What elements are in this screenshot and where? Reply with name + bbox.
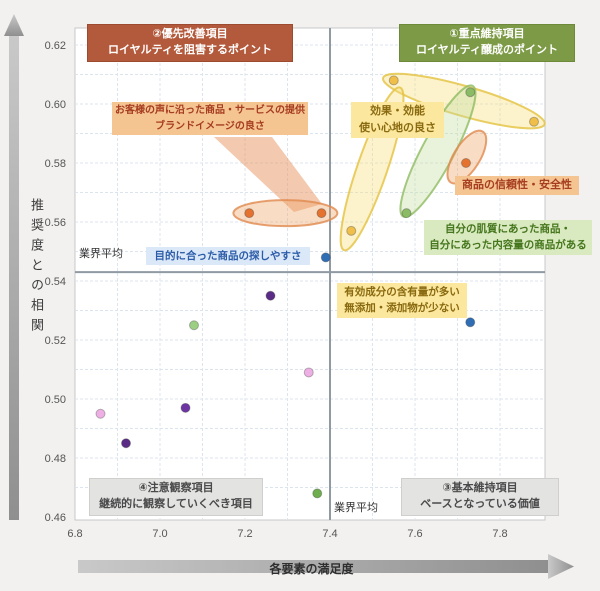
- annotation-findability: 目的に合った商品の探しやすさ: [146, 247, 310, 266]
- annotation-line: お客様の声に沿った商品・サービスの提供: [115, 105, 305, 116]
- data-point-customer_voice: [316, 208, 327, 219]
- x-tick-label: 7.6: [407, 528, 422, 540]
- y-axis-arrow-shaft: [9, 36, 19, 520]
- annotation-line: ブランドイメージの良さ: [155, 120, 265, 132]
- data-point-skin_fit: [465, 87, 476, 98]
- data-point-other: [465, 317, 476, 328]
- data-point-ingredients: [346, 225, 357, 236]
- y-tick-label: 0.62: [45, 40, 66, 52]
- quadrant-title: ④注意観察項目: [138, 482, 214, 494]
- y-tick-label: 0.54: [45, 276, 66, 288]
- y-tick-label: 0.52: [45, 335, 66, 347]
- annotation-line: 有効成分の含有量が多い: [344, 286, 460, 298]
- annotation-line: 自分の肌質にあった商品・: [445, 223, 571, 235]
- quadrant-header-basic-maintain: ③基本維持項目 ベースとなっている価値: [401, 478, 559, 516]
- group-ellipse-reliability: [446, 129, 488, 185]
- quadrant-subtitle: 継続的に観察していくべき項目: [99, 497, 253, 510]
- x-tick-label: 7.8: [492, 528, 507, 540]
- data-point-effect: [388, 75, 399, 86]
- data-point-effect: [529, 116, 539, 127]
- data-point-other: [121, 438, 131, 449]
- data-point-reliability: [461, 158, 471, 168]
- quadrant-title: ②優先改善項目: [152, 28, 228, 40]
- annotation-effect: 効果・効能 使い心地の良さ: [351, 102, 444, 139]
- x-axis-title: 各要素の満足度: [269, 562, 354, 576]
- data-point-other: [303, 367, 314, 378]
- industry-average-lines: [75, 28, 545, 520]
- y-tick-label: 0.50: [45, 394, 66, 406]
- annotation-line: 商品の信頼性・安全性: [462, 179, 572, 191]
- group-ellipse-customer_voice: [232, 199, 339, 228]
- quadrant-header-key-maintain: ①重点維持項目 ロイヤルティ醸成のポイント: [399, 24, 575, 62]
- data-point-other: [265, 290, 276, 301]
- annotation-customer-voice: お客様の声に沿った商品・サービスの提供 ブランドイメージの良さ: [112, 102, 308, 135]
- y-tick-label: 0.60: [45, 99, 66, 111]
- quadrant-title: ①重点維持項目: [449, 28, 525, 40]
- y-axis-arrow-head: [4, 14, 24, 36]
- y-tick-label: 0.46: [45, 512, 66, 524]
- annotation-skin-fit: 自分の肌質にあった商品・ 自分にあった内容量の商品がある: [424, 220, 592, 255]
- annotation-ingredients: 有効成分の含有量が多い 無添加・添加物が少ない: [337, 283, 467, 318]
- x-tick-label: 7.0: [152, 528, 167, 540]
- y-axis-title: 推奨度との相関: [29, 198, 44, 338]
- data-point-other: [312, 488, 323, 499]
- annotation-line: 目的に合った商品の探しやすさ: [154, 250, 302, 262]
- annotation-line: 効果・効能: [370, 105, 425, 117]
- data-point-other: [180, 402, 191, 413]
- x-axis-arrow-shaft: [78, 560, 548, 573]
- callout-funnel: [214, 137, 322, 212]
- industry-average-label-x: 業界平均: [334, 502, 378, 514]
- annotation-reliability: 商品の信頼性・安全性: [455, 176, 579, 196]
- industry-average-label-y: 業界平均: [79, 248, 123, 260]
- customer-voice-funnel: [214, 137, 322, 212]
- annotation-line: 使い心地の良さ: [359, 122, 436, 135]
- x-tick-label: 6.8: [67, 528, 82, 540]
- quadrant-subtitle: ロイヤルティ醸成のポイント: [415, 43, 558, 56]
- data-point-customer_voice: [244, 208, 255, 219]
- y-tick-label: 0.58: [45, 158, 66, 170]
- axis-tick-labels: 0.46 0.48 0.50 0.52 0.54 0.56 0.58 0.60 0.62 6.8 7…: [45, 40, 508, 540]
- quadrant-header-watch: ④注意観察項目 継続的に観察していくべき項目: [89, 478, 263, 516]
- data-point-other: [95, 408, 106, 419]
- data-point-other: [189, 320, 199, 331]
- x-axis-arrow-head: [548, 554, 574, 579]
- quadrant-header-priority-improvement: ②優先改善項目 ロイヤルティを阻害するポイント: [87, 24, 293, 62]
- x-tick-label: 7.2: [237, 528, 252, 540]
- quadrant-title: ③基本維持項目: [442, 482, 518, 494]
- data-point-skin_fit: [401, 208, 412, 219]
- y-tick-label: 0.48: [45, 453, 66, 465]
- x-tick-label: 7.4: [322, 528, 337, 540]
- data-point-findability: [320, 252, 331, 263]
- annotation-line: 自分にあった内容量の商品がある: [429, 239, 587, 252]
- y-tick-label: 0.56: [45, 217, 66, 229]
- data-points: [95, 75, 539, 499]
- quadrant-subtitle: ロイヤルティを阻害するポイント: [107, 43, 272, 56]
- quadrant-subtitle: ベースとなっている価値: [420, 497, 540, 510]
- gridlines: [75, 28, 545, 520]
- annotation-line: 無添加・添加物が少ない: [344, 302, 460, 315]
